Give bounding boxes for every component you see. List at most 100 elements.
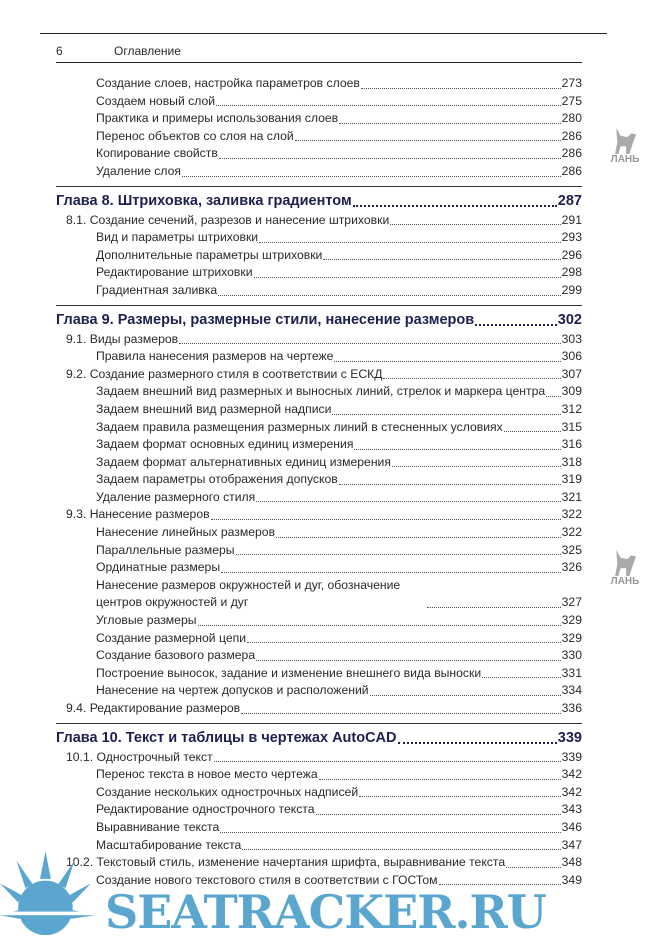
- toc-entry-page: 275: [561, 93, 582, 108]
- toc-section[interactable]: 9.3. Нанесение размеров 322: [56, 506, 582, 524]
- toc-entry-title: Дополнительные параметры штриховки: [96, 247, 323, 262]
- toc-subsection[interactable]: Удаление слоя 286: [56, 163, 582, 181]
- publisher-watermark: ЛАНЬ: [605, 128, 645, 165]
- toc-entry-title: Удаление слоя: [96, 163, 181, 178]
- toc-entry-title: 10.2. Текстовый стиль, изменение начерта…: [66, 855, 506, 870]
- toc-entry-page: 336: [561, 701, 582, 715]
- toc-section[interactable]: 10.2. Текстовый стиль, изменение начерта…: [56, 854, 582, 872]
- dot-leader: [218, 157, 561, 159]
- toc-subsection[interactable]: Параллельные размеры 325: [56, 542, 582, 560]
- toc-subsection[interactable]: Задаем внешний вид размерных и выносных …: [56, 383, 582, 401]
- toc-chapter[interactable]: Глава 8. Штриховка, заливка градиентом 28…: [56, 185, 582, 212]
- running-title: Оглавление: [114, 44, 181, 58]
- toc-subsection[interactable]: Нанесение на чертеж допусков и расположе…: [56, 682, 582, 700]
- toc-section[interactable]: 9.4. Редактирование размеров 336: [56, 700, 582, 718]
- toc-chapter[interactable]: Глава 9. Размеры, размерные стили, нанес…: [56, 304, 582, 331]
- toc-entry-title: Вид и параметры штриховки: [96, 230, 259, 245]
- toc-entry-page: 348: [561, 855, 582, 870]
- toc-entry-page: 302: [557, 311, 582, 328]
- toc-entry-page: 318: [561, 454, 582, 469]
- toc-chapter[interactable]: Глава 10. Текст и таблицы в чертежах Aut…: [56, 722, 582, 749]
- dot-leader: [197, 624, 561, 626]
- toc-subsection[interactable]: Создаем новый слой 275: [56, 93, 582, 111]
- toc-entry-page: 293: [561, 230, 582, 245]
- toc-subsection[interactable]: Задаем внешний вид размерной надписи 312: [56, 401, 582, 419]
- toc-subsection[interactable]: Вид и параметры штриховки 293: [56, 229, 582, 247]
- toc-subsection[interactable]: Градиентная заливка 299: [56, 282, 582, 300]
- toc-entry-title: Создание базового размера: [96, 648, 256, 663]
- toc-entry-title: Создание слоев, настройка параметров сло…: [96, 76, 360, 90]
- toc-entry-title: Редактирование штриховки: [96, 265, 253, 280]
- toc-section[interactable]: 9.1. Виды размеров 303: [56, 331, 582, 349]
- running-header: 6 Оглавление: [56, 44, 582, 63]
- toc-subsection[interactable]: Редактирование однострочного текста 343: [56, 801, 582, 819]
- dot-leader: [397, 741, 557, 744]
- toc-subsection[interactable]: Удаление размерного стиля 321: [56, 489, 582, 507]
- toc-subsection[interactable]: Практика и примеры использования слоев 28…: [56, 110, 582, 128]
- toc-subsection[interactable]: Перенос текста в новое место чертежа 342: [56, 766, 582, 784]
- toc-subsection[interactable]: Задаем формат основных единиц измерения 3…: [56, 436, 582, 454]
- toc-entry-title: Удаление размерного стиля: [96, 489, 256, 504]
- toc-subsection[interactable]: Редактирование штриховки 298: [56, 264, 582, 282]
- toc-entry-title: 9.2. Создание размерного стиля в соответ…: [66, 366, 383, 381]
- toc-entry-title: Задаем формат основных единиц измерения: [96, 437, 354, 452]
- dot-leader: [332, 413, 561, 415]
- dot-leader: [221, 571, 561, 573]
- toc-entry-title: Параллельные размеры: [96, 542, 235, 557]
- toc-subsection[interactable]: Ординатные размеры 326: [56, 559, 582, 577]
- top-rule: [40, 33, 607, 34]
- toc-subsection[interactable]: Дополнительные параметры штриховки 296: [56, 247, 582, 265]
- toc-entry-page: 326: [561, 560, 582, 575]
- toc-subsection[interactable]: Правила нанесения размеров на чертеже 306: [56, 348, 582, 366]
- toc-subsection[interactable]: Угловые размеры 329: [56, 612, 582, 630]
- dot-leader: [294, 140, 561, 142]
- dot-leader: [352, 204, 557, 207]
- toc-entry-page: 342: [561, 767, 582, 782]
- toc-section[interactable]: 8.1. Создание сечений, разрезов и нанесе…: [56, 212, 582, 230]
- toc-subsection[interactable]: Перенос объектов со слоя на слой 286: [56, 128, 582, 146]
- toc-entry-title: Создаем новый слой: [96, 93, 216, 108]
- dot-leader: [256, 501, 561, 503]
- dot-leader: [213, 761, 561, 763]
- toc-subsection[interactable]: Создание слоев, настройка параметров сло…: [56, 75, 582, 93]
- toc-entry-page: 343: [561, 802, 582, 817]
- toc-entry-page: 309: [561, 384, 582, 399]
- toc-entry-page: 315: [561, 419, 582, 434]
- dot-leader: [354, 448, 561, 450]
- toc-entry-title: Задаем формат альтернативных единиц изме…: [96, 454, 391, 469]
- toc-subsection[interactable]: Задаем правила размещения размерных лини…: [56, 419, 582, 437]
- dot-leader: [242, 849, 561, 851]
- toc-subsection[interactable]: Создание базового размера 330: [56, 647, 582, 665]
- dot-leader: [506, 866, 561, 868]
- toc-entry-title: Масштабирование текста: [96, 837, 242, 852]
- toc-entry-title: Копирование свойств: [96, 146, 218, 161]
- toc-entry-page: 303: [561, 331, 582, 346]
- toc-entry-page: 286: [561, 163, 582, 178]
- toc-subsection[interactable]: Выравнивание текста 346: [56, 819, 582, 837]
- toc-section[interactable]: 10.1. Однострочный текст 339: [56, 749, 582, 767]
- toc-section[interactable]: 9.2. Создание размерного стиля в соответ…: [56, 366, 582, 384]
- toc-entry-title: Нанесение на чертеж допусков и расположе…: [96, 683, 369, 698]
- toc-entry-title: 10.1. Однострочный текст: [66, 749, 213, 764]
- toc-subsection[interactable]: Масштабирование текста 347: [56, 837, 582, 855]
- dot-leader: [256, 659, 561, 661]
- toc-subsection[interactable]: Создание нескольких однострочных надписе…: [56, 784, 582, 802]
- toc-subsection[interactable]: Нанесение линейных размеров 322: [56, 524, 582, 542]
- dot-leader: [323, 259, 561, 261]
- dot-leader: [338, 483, 561, 485]
- toc-subsection[interactable]: Нанесение размеров окружностей и дуг, об…: [56, 577, 582, 612]
- toc-entry-title: Глава 9. Размеры, размерные стили, нанес…: [56, 311, 475, 328]
- toc-entry-page: 325: [561, 542, 582, 557]
- toc-entry-title: Нанесение размеров окружностей и дуг, об…: [96, 577, 401, 610]
- toc-subsection[interactable]: Задаем формат альтернативных единиц изме…: [56, 454, 582, 472]
- toc-entry-page: 307: [561, 366, 582, 381]
- toc-subsection[interactable]: Построение выносок, задание и изменение …: [56, 665, 582, 683]
- toc-entry-page: 339: [557, 729, 582, 746]
- toc-subsection[interactable]: Копирование свойств 286: [56, 145, 582, 163]
- dot-leader: [182, 175, 561, 177]
- toc-entry-page: 330: [561, 648, 582, 663]
- toc-subsection[interactable]: Создание нового текстового стиля в соотв…: [56, 872, 582, 890]
- toc-subsection[interactable]: Создание размерной цепи 329: [56, 630, 582, 648]
- toc-subsection[interactable]: Задаем параметры отображения допусков 319: [56, 471, 582, 489]
- dot-leader: [334, 360, 561, 362]
